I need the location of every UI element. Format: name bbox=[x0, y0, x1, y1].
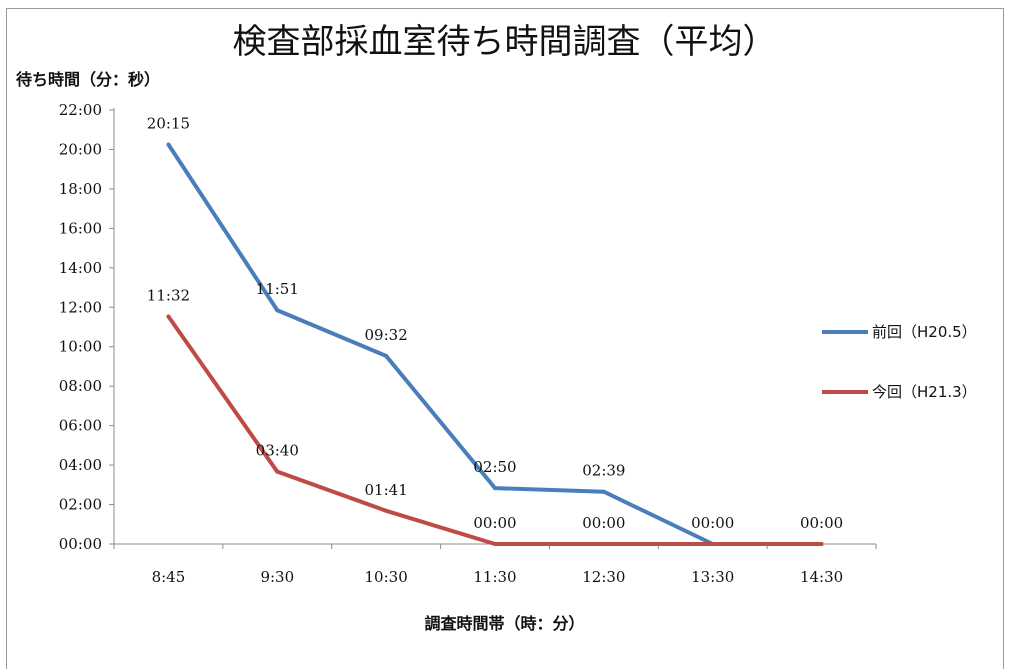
data-point bbox=[493, 486, 497, 491]
y-tick-label: 06:00 bbox=[59, 417, 102, 435]
data-point bbox=[710, 542, 715, 546]
x-tick-label: 13:30 bbox=[691, 568, 734, 586]
data-point bbox=[275, 308, 280, 313]
y-tick-label: 18:00 bbox=[59, 180, 102, 198]
x-tick-label: 9:30 bbox=[260, 568, 294, 586]
data-point bbox=[166, 314, 171, 319]
x-tick-label: 10:30 bbox=[365, 568, 408, 586]
data-label: 11:51 bbox=[256, 280, 299, 298]
chart-frame bbox=[6, 8, 1004, 669]
data-label: 11:32 bbox=[147, 286, 190, 304]
data-point bbox=[384, 353, 389, 358]
y-tick-label: 16:00 bbox=[59, 219, 102, 237]
y-tick-label: 14:00 bbox=[59, 259, 102, 277]
y-tick-label: 00:00 bbox=[59, 535, 102, 553]
x-axis-label: 調査時間帯（時：分） bbox=[424, 614, 585, 633]
data-point bbox=[275, 469, 280, 474]
data-label: 20:15 bbox=[147, 115, 190, 133]
data-label: 00:00 bbox=[582, 514, 625, 532]
data-point bbox=[384, 508, 389, 513]
data-label: 02:39 bbox=[582, 462, 625, 480]
data-point bbox=[601, 489, 606, 494]
chart-title: 検査部採血室待ち時間調査（平均） bbox=[232, 22, 777, 62]
x-tick-label: 8:45 bbox=[152, 568, 186, 586]
y-tick-label: 04:00 bbox=[59, 456, 102, 474]
series-line-1 bbox=[166, 143, 714, 546]
x-tick-label: 14:30 bbox=[800, 568, 843, 586]
data-label: 00:00 bbox=[473, 514, 516, 532]
legend-label: 今回（H21.3） bbox=[872, 383, 977, 401]
y-axis-label: 待ち時間（分：秒） bbox=[16, 70, 161, 89]
y-tick-label: 20:00 bbox=[59, 140, 102, 158]
data-label: 01:41 bbox=[365, 481, 408, 499]
data-point bbox=[493, 542, 497, 546]
y-tick-label: 12:00 bbox=[59, 298, 102, 316]
data-label: 00:00 bbox=[691, 514, 734, 532]
x-tick-label: 11:30 bbox=[473, 568, 516, 586]
data-point bbox=[601, 542, 606, 546]
y-tick-label: 02:00 bbox=[59, 496, 102, 514]
data-label: 03:40 bbox=[256, 442, 299, 460]
data-label: 09:32 bbox=[365, 326, 408, 344]
data-point bbox=[166, 142, 171, 147]
y-tick-label: 22:00 bbox=[59, 101, 102, 119]
series-line-2 bbox=[166, 315, 822, 546]
legend-label: 前回（H20.5） bbox=[872, 323, 977, 341]
y-tick-label: 10:00 bbox=[59, 338, 102, 356]
data-label: 00:00 bbox=[800, 514, 843, 532]
y-tick-label: 08:00 bbox=[59, 377, 102, 395]
x-tick-label: 12:30 bbox=[582, 568, 625, 586]
data-point bbox=[819, 542, 824, 546]
data-label: 02:50 bbox=[473, 458, 516, 476]
